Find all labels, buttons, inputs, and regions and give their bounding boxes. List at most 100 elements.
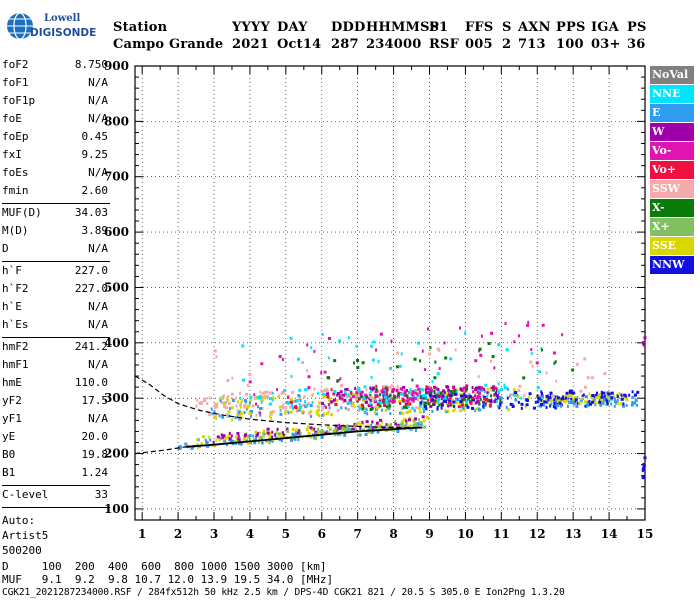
echo-point [391,388,394,392]
echo-point [443,341,446,345]
echo-point [631,390,634,394]
echo-point [333,359,337,363]
y-tick-label: 300 [104,391,129,405]
echo-point [320,389,324,393]
echo-point [313,427,316,431]
echo-point [474,407,478,411]
echo-point [237,437,240,441]
header-label: PS [627,20,647,35]
echo-point [235,440,239,444]
echo-point [362,428,366,432]
echo-point [554,403,557,407]
echo-point [256,432,259,436]
echo-point [616,399,619,403]
echo-point [414,428,417,432]
echo-point [289,410,293,414]
y-tick-label: 600 [104,225,129,239]
param-row: foEp 0.45 [2,130,108,148]
echo-point [388,399,392,403]
echo-point [370,388,374,392]
echo-point [482,404,485,408]
echo-point [362,422,365,426]
echo-point [221,436,224,440]
echo-point [598,400,602,404]
echo-point [239,405,242,409]
echo-point [623,393,627,397]
param-row: fmin 2.60 [2,184,108,202]
echo-point [350,397,353,401]
echo-point [414,388,417,392]
echo-point [269,432,272,436]
echo-point [476,400,480,404]
echo-point [549,404,552,408]
echo-point [436,395,439,399]
param-value: 3.89 [81,224,109,237]
echo-point [354,386,357,390]
digisonde-logo: Lowell DIGISONDE [7,12,96,40]
echo-point [579,399,583,403]
echo-point [317,427,320,431]
echo-point [507,408,511,412]
echo-point [575,404,579,408]
echo-point [407,398,411,402]
echo-point [278,434,282,438]
echo-point [324,431,328,435]
echo-point [303,400,306,404]
echo-point [240,411,244,415]
echo-point [208,413,212,417]
echo-point [422,388,425,392]
param-row: h`F 227.0 [2,264,108,282]
echo-point [599,403,602,407]
echo-point [383,404,387,408]
echo-point [401,419,405,423]
echo-point [570,397,573,401]
echo-point [430,386,433,390]
echo-point [323,412,326,416]
echo-point [236,408,239,412]
echo-point [474,394,477,398]
echo-point [295,398,299,402]
echo-point [371,420,374,424]
echo-point [496,399,499,403]
echo-point [264,439,268,443]
legend-item: NoVal [650,66,694,84]
header-label: YYYY [232,20,270,35]
echo-point [423,393,427,397]
plot-frame [134,65,646,521]
echo-point [425,415,429,419]
echo-point [459,400,463,404]
echo-point [354,427,357,431]
echo-point [561,395,564,399]
header-value: 03+ [591,37,621,52]
echo-point [500,388,504,392]
echo-point [460,405,464,409]
echo-point [518,384,522,388]
echo-point [447,393,451,397]
echo-point [419,390,422,394]
echo-point [360,393,363,397]
echo-point [311,401,314,405]
echo-point [305,428,309,432]
echo-point [316,405,320,409]
echo-point [520,402,524,406]
echo-point [304,388,308,392]
echo-point [474,401,478,405]
echo-point [222,394,225,398]
echo-point [429,346,432,350]
echo-point [289,405,293,409]
param-label: hmE [2,376,22,389]
echo-point [409,387,412,391]
echo-point [613,404,616,408]
echo-point [464,331,467,335]
echo-point [359,395,363,399]
echo-point [437,390,440,394]
echo-point [274,433,277,437]
echo-point [358,393,362,397]
param-row: foEs N/A [2,166,108,184]
echo-point [299,431,302,435]
echo-point [339,377,342,381]
echo-point [432,394,435,398]
echo-point [281,358,284,362]
echo-point [603,372,607,376]
param-label: yE [2,430,16,443]
